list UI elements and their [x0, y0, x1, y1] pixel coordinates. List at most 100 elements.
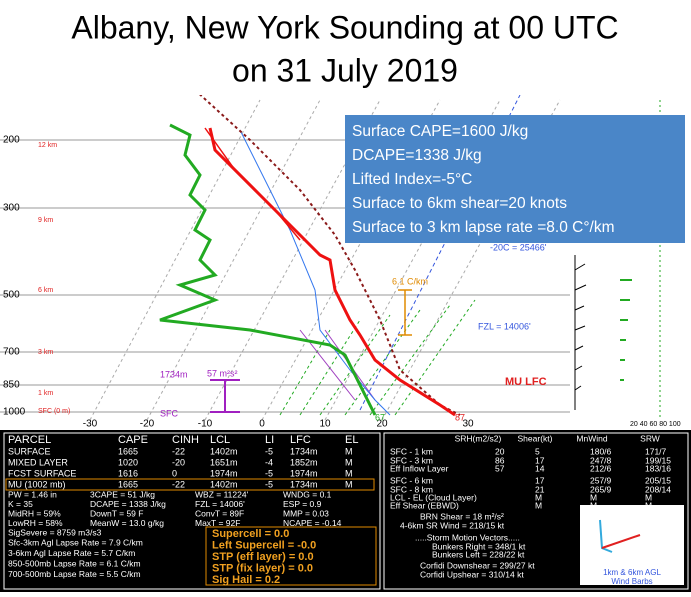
composite: STP (fix layer) = 0.0 — [212, 562, 313, 574]
height-label: 3 km — [38, 349, 53, 356]
kin-header: MnWind — [576, 433, 607, 443]
kin-cell: SFC - 1 km — [390, 446, 433, 456]
hodo-label: Wind Barbs — [611, 577, 652, 586]
parcel-cell: 1402m — [210, 446, 238, 456]
parcel-cell: MU (1002 mb) — [8, 479, 66, 489]
height-label: 9 km — [38, 217, 53, 224]
parcel-cell: 1974m — [290, 468, 318, 478]
temp-label: 0 — [259, 419, 265, 430]
parcel-trace — [194, 89, 461, 416]
lapse-rate: 700-500mb Lapse Rate = 5.5 C/km — [8, 569, 141, 579]
parcel-cell: M — [345, 479, 353, 489]
pressure-label: 850 — [3, 380, 20, 391]
index: ConvT = 89F — [195, 508, 244, 518]
parcel-header: LCL — [210, 434, 230, 446]
height-label: SFC (0 m) — [38, 408, 70, 415]
index: LowRH = 58% — [8, 518, 63, 528]
info-line: DCAPE=1338 J/kg — [352, 147, 482, 164]
parcel-header: CAPE — [118, 434, 148, 446]
kin-extra: Bunkers Right = 348/1 kt — [432, 541, 526, 551]
index: SigSevere = 8759 m3/s3 — [8, 527, 102, 537]
bottom-panel — [0, 430, 691, 592]
temp-label: -30 — [83, 419, 98, 430]
parcel-cell: 1665 — [118, 479, 138, 489]
kin-cell: 265/9 — [590, 484, 612, 494]
parcel-cell: FCST SURFACE — [8, 468, 76, 478]
lapse-bar — [398, 289, 412, 336]
composite: STP (eff layer) = 0.0 — [212, 551, 314, 563]
title: Albany, New York Sounding at 00 UTC — [71, 9, 618, 45]
index: K = 35 — [8, 499, 33, 509]
index: WNDG = 0.1 — [283, 489, 332, 499]
temp-label: 30 — [462, 419, 474, 430]
pressure-label: 1000 — [3, 407, 26, 418]
kin-cell: SFC - 6 km — [390, 475, 433, 485]
title-area — [0, 0, 691, 95]
right-frame — [383, 432, 689, 590]
mu-highlight — [5, 478, 375, 491]
kin-cell: 5 — [535, 446, 540, 456]
kin-cell: 180/6 — [590, 446, 612, 456]
isotherms — [89, 99, 561, 421]
temp-label: -20 — [140, 419, 155, 430]
info-line: Surface to 6km shear=20 knots — [352, 195, 567, 212]
skew-grid — [0, 139, 570, 413]
parcel-cell: M — [345, 446, 353, 456]
parcel-cell: 1616 — [118, 468, 138, 478]
kin-cell: 14 — [535, 463, 545, 473]
kin-cell: Eff Shear (EBWD) — [390, 500, 459, 510]
parcel-cell: 1020 — [118, 457, 138, 467]
kin-extra: BRN Shear = 18 m²/s² — [420, 511, 504, 521]
parcel-cell: 1651m — [210, 457, 238, 467]
parcel-cell: SURFACE — [8, 446, 51, 456]
dewpoint-value: 67 — [375, 412, 385, 422]
kin-extra: .....Storm Motion Vectors..... — [415, 532, 520, 542]
parcel-cell: 1734m — [290, 446, 318, 456]
parcel-cell: -20 — [172, 457, 185, 467]
hodo-label: 1km & 6km AGL — [603, 568, 661, 577]
wind-scale: 20 40 60 80 100 — [630, 421, 681, 428]
temperature-trace — [208, 127, 456, 417]
wetbulb-trace — [239, 129, 391, 416]
kin-cell: 208/14 — [645, 484, 671, 494]
kin-cell: 247/8 — [590, 455, 612, 465]
kin-cell: 257/9 — [590, 475, 612, 485]
composite: Supercell = 0.0 — [212, 528, 289, 540]
parcel-cell: -22 — [172, 479, 185, 489]
height-label: 6 km — [38, 287, 53, 294]
kin-extra: Bunkers Left = 228/22 kt — [432, 549, 525, 559]
pressure-label: 500 — [3, 290, 20, 301]
kin-cell: 171/7 — [645, 446, 667, 456]
composite: Left Supercell = -0.0 — [212, 539, 316, 551]
height-label: 1 km — [38, 390, 53, 397]
parcel-cell: -5 — [265, 446, 273, 456]
kin-cell: 21 — [535, 484, 545, 494]
parcel-cell: 1852m — [290, 457, 318, 467]
parcel-cell: -5 — [265, 468, 273, 478]
index: MMP = 0.03 — [283, 508, 329, 518]
kin-cell: LCL - EL (Cloud Layer) — [390, 492, 477, 502]
temp-label: 20 — [376, 419, 388, 430]
parcel-cell: M — [345, 457, 353, 467]
index: FZL = 14006' — [195, 499, 245, 509]
kin-extra: Corfidi Upshear = 310/14 kt — [420, 569, 524, 579]
kin-cell: 57 — [495, 463, 505, 473]
kin-cell: M — [590, 492, 597, 502]
kin-cell: SFC - 8 km — [390, 484, 433, 494]
dewpoint-trace — [159, 123, 377, 416]
parcel-cell: M — [345, 468, 353, 478]
title: on 31 July 2019 — [232, 52, 458, 88]
kin-extra: 4-6km SR Wind = 218/15 kt — [400, 520, 505, 530]
index: PW = 1.46 in — [8, 489, 57, 499]
wind-barbs — [574, 255, 587, 410]
lfc: MU LFC — [505, 376, 547, 388]
wbz: -20C = 25466' — [490, 242, 547, 252]
kin-cell: 17 — [535, 455, 545, 465]
index: MidRH = 59% — [8, 508, 61, 518]
kin-cell: M — [535, 500, 542, 510]
fzl: FZL = 14006' — [478, 321, 531, 331]
kin-header: Shear(kt) — [518, 433, 553, 443]
sfc: SFC — [160, 408, 179, 418]
lapse: 6.1 C/km — [392, 276, 428, 286]
